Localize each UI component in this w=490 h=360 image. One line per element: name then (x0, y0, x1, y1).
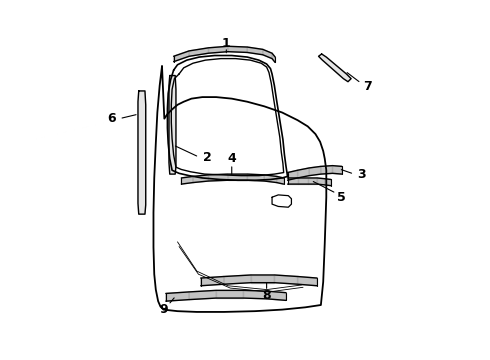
Text: 2: 2 (202, 150, 211, 164)
Polygon shape (274, 275, 297, 284)
Polygon shape (247, 174, 264, 181)
Polygon shape (189, 291, 216, 300)
Polygon shape (228, 174, 247, 180)
Polygon shape (244, 291, 267, 299)
Polygon shape (138, 91, 146, 214)
Polygon shape (201, 276, 224, 286)
Polygon shape (173, 51, 189, 62)
Text: 1: 1 (222, 37, 231, 50)
Polygon shape (209, 174, 228, 181)
Polygon shape (288, 178, 297, 184)
Polygon shape (297, 276, 317, 286)
Polygon shape (308, 178, 317, 184)
Text: 7: 7 (363, 80, 372, 93)
Text: 3: 3 (357, 168, 366, 181)
Polygon shape (264, 175, 277, 183)
Polygon shape (325, 179, 331, 186)
Text: 9: 9 (159, 303, 168, 316)
Polygon shape (272, 53, 275, 62)
Polygon shape (267, 291, 286, 300)
Polygon shape (263, 49, 272, 59)
Polygon shape (297, 168, 309, 178)
Polygon shape (189, 48, 209, 56)
Polygon shape (333, 166, 342, 174)
Polygon shape (216, 291, 244, 298)
Polygon shape (288, 170, 297, 180)
Polygon shape (317, 178, 325, 185)
Polygon shape (169, 76, 176, 174)
Polygon shape (181, 176, 193, 184)
Polygon shape (309, 166, 321, 176)
Polygon shape (224, 275, 251, 284)
Polygon shape (321, 166, 333, 174)
Polygon shape (297, 178, 308, 184)
Text: 6: 6 (107, 112, 116, 125)
Polygon shape (247, 47, 263, 55)
Polygon shape (209, 46, 228, 53)
Text: 4: 4 (227, 152, 236, 165)
Text: 8: 8 (262, 289, 271, 302)
Polygon shape (166, 292, 189, 301)
Polygon shape (251, 275, 274, 283)
Text: 5: 5 (338, 191, 346, 204)
Polygon shape (277, 176, 284, 184)
Polygon shape (193, 175, 209, 183)
Polygon shape (228, 46, 247, 53)
Polygon shape (318, 54, 351, 82)
